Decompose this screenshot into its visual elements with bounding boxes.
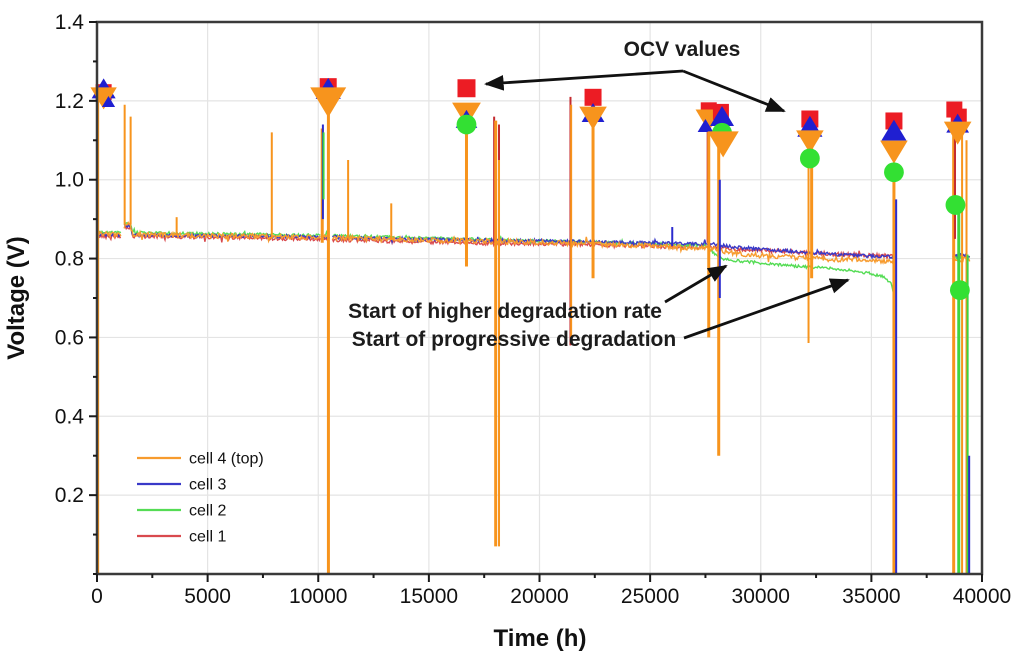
annotations: OCV values Start of higher degradation ra… xyxy=(348,38,850,351)
legend-item-cell-2: cell 2 xyxy=(137,503,226,520)
ocv-marker-triangle-up xyxy=(710,106,735,127)
ocv-arrow xyxy=(484,69,684,91)
ocv-marker-triangle-up xyxy=(881,119,907,141)
degradation-arrow xyxy=(664,264,728,304)
ocv-marker-circle xyxy=(456,114,477,135)
ocv-marker-circle xyxy=(884,162,904,183)
ocv-marker-square xyxy=(457,79,476,98)
degradation-arrow xyxy=(683,278,850,340)
x-tick-label: 30000 xyxy=(732,585,790,608)
legend: cell 4 (top) cell 3 cell 2 cell 1 xyxy=(137,451,264,546)
ocv-marker-triangle-down xyxy=(796,130,824,154)
x-axis-label: Time (h) xyxy=(494,625,587,652)
ocv-arrow xyxy=(682,69,786,113)
y-tick-label: 1.4 xyxy=(55,11,85,34)
ocv-marker-circle xyxy=(945,195,966,215)
ocv-marker-triangle-down xyxy=(707,131,739,158)
ocv-marker-circle xyxy=(949,280,970,301)
x-tick-label: 25000 xyxy=(621,585,679,608)
legend-label: cell 2 xyxy=(189,503,226,520)
y-tick-label: 1.2 xyxy=(55,90,84,113)
x-tick-label: 15000 xyxy=(400,585,458,608)
x-tick-label: 10000 xyxy=(289,585,347,608)
legend-item-cell-3: cell 3 xyxy=(137,477,226,494)
ocv-marker-triangle-up xyxy=(101,95,116,107)
series-line-cell-4-top- xyxy=(123,220,321,244)
y-tick-label: 0.8 xyxy=(55,248,84,271)
x-tick-label: 40000 xyxy=(953,585,1011,608)
series-line-cell-4-top- xyxy=(96,230,122,240)
x-tick-label: 20000 xyxy=(510,585,568,608)
y-tick-label: 0.2 xyxy=(55,484,84,507)
x-tick-label: 35000 xyxy=(842,585,900,608)
legend-item-cell-1: cell 1 xyxy=(137,529,226,546)
tick-labels: 0 5000 10000 15000 20000 25000 30000 35000 40000… xyxy=(55,11,1011,608)
ocv-marker-triangle-down xyxy=(310,87,347,118)
series-line-cell-4-top- xyxy=(331,233,895,266)
legend-label: cell 3 xyxy=(189,477,226,494)
y-axis-label: Voltage (V) xyxy=(3,236,30,360)
ocv-marker-circle xyxy=(799,148,820,169)
ocv-markers xyxy=(90,77,972,301)
legend-label: cell 1 xyxy=(189,529,226,546)
x-tick-label: 5000 xyxy=(184,585,231,608)
axis-ticks xyxy=(89,21,983,582)
ocv-marker-triangle-up xyxy=(697,118,714,132)
ocv-marker-square xyxy=(584,88,602,106)
legend-item-cell-4-top-: cell 4 (top) xyxy=(137,451,264,468)
y-tick-label: 0.4 xyxy=(55,405,85,428)
y-tick-label: 0.6 xyxy=(55,326,84,349)
ocv-marker-triangle-down xyxy=(943,121,972,145)
annotation-ocv-values: OCV values xyxy=(624,38,741,61)
x-tick-label: 0 xyxy=(91,585,103,608)
ocv-marker-triangle-down xyxy=(880,140,908,164)
annotation-degradation-2: Start of progressive degradation xyxy=(352,328,676,351)
legend-label: cell 4 (top) xyxy=(189,451,264,468)
annotation-degradation-1: Start of higher degradation rate xyxy=(348,300,662,323)
ocv-marker-triangle-down xyxy=(579,106,607,130)
y-tick-label: 1.0 xyxy=(55,169,84,192)
